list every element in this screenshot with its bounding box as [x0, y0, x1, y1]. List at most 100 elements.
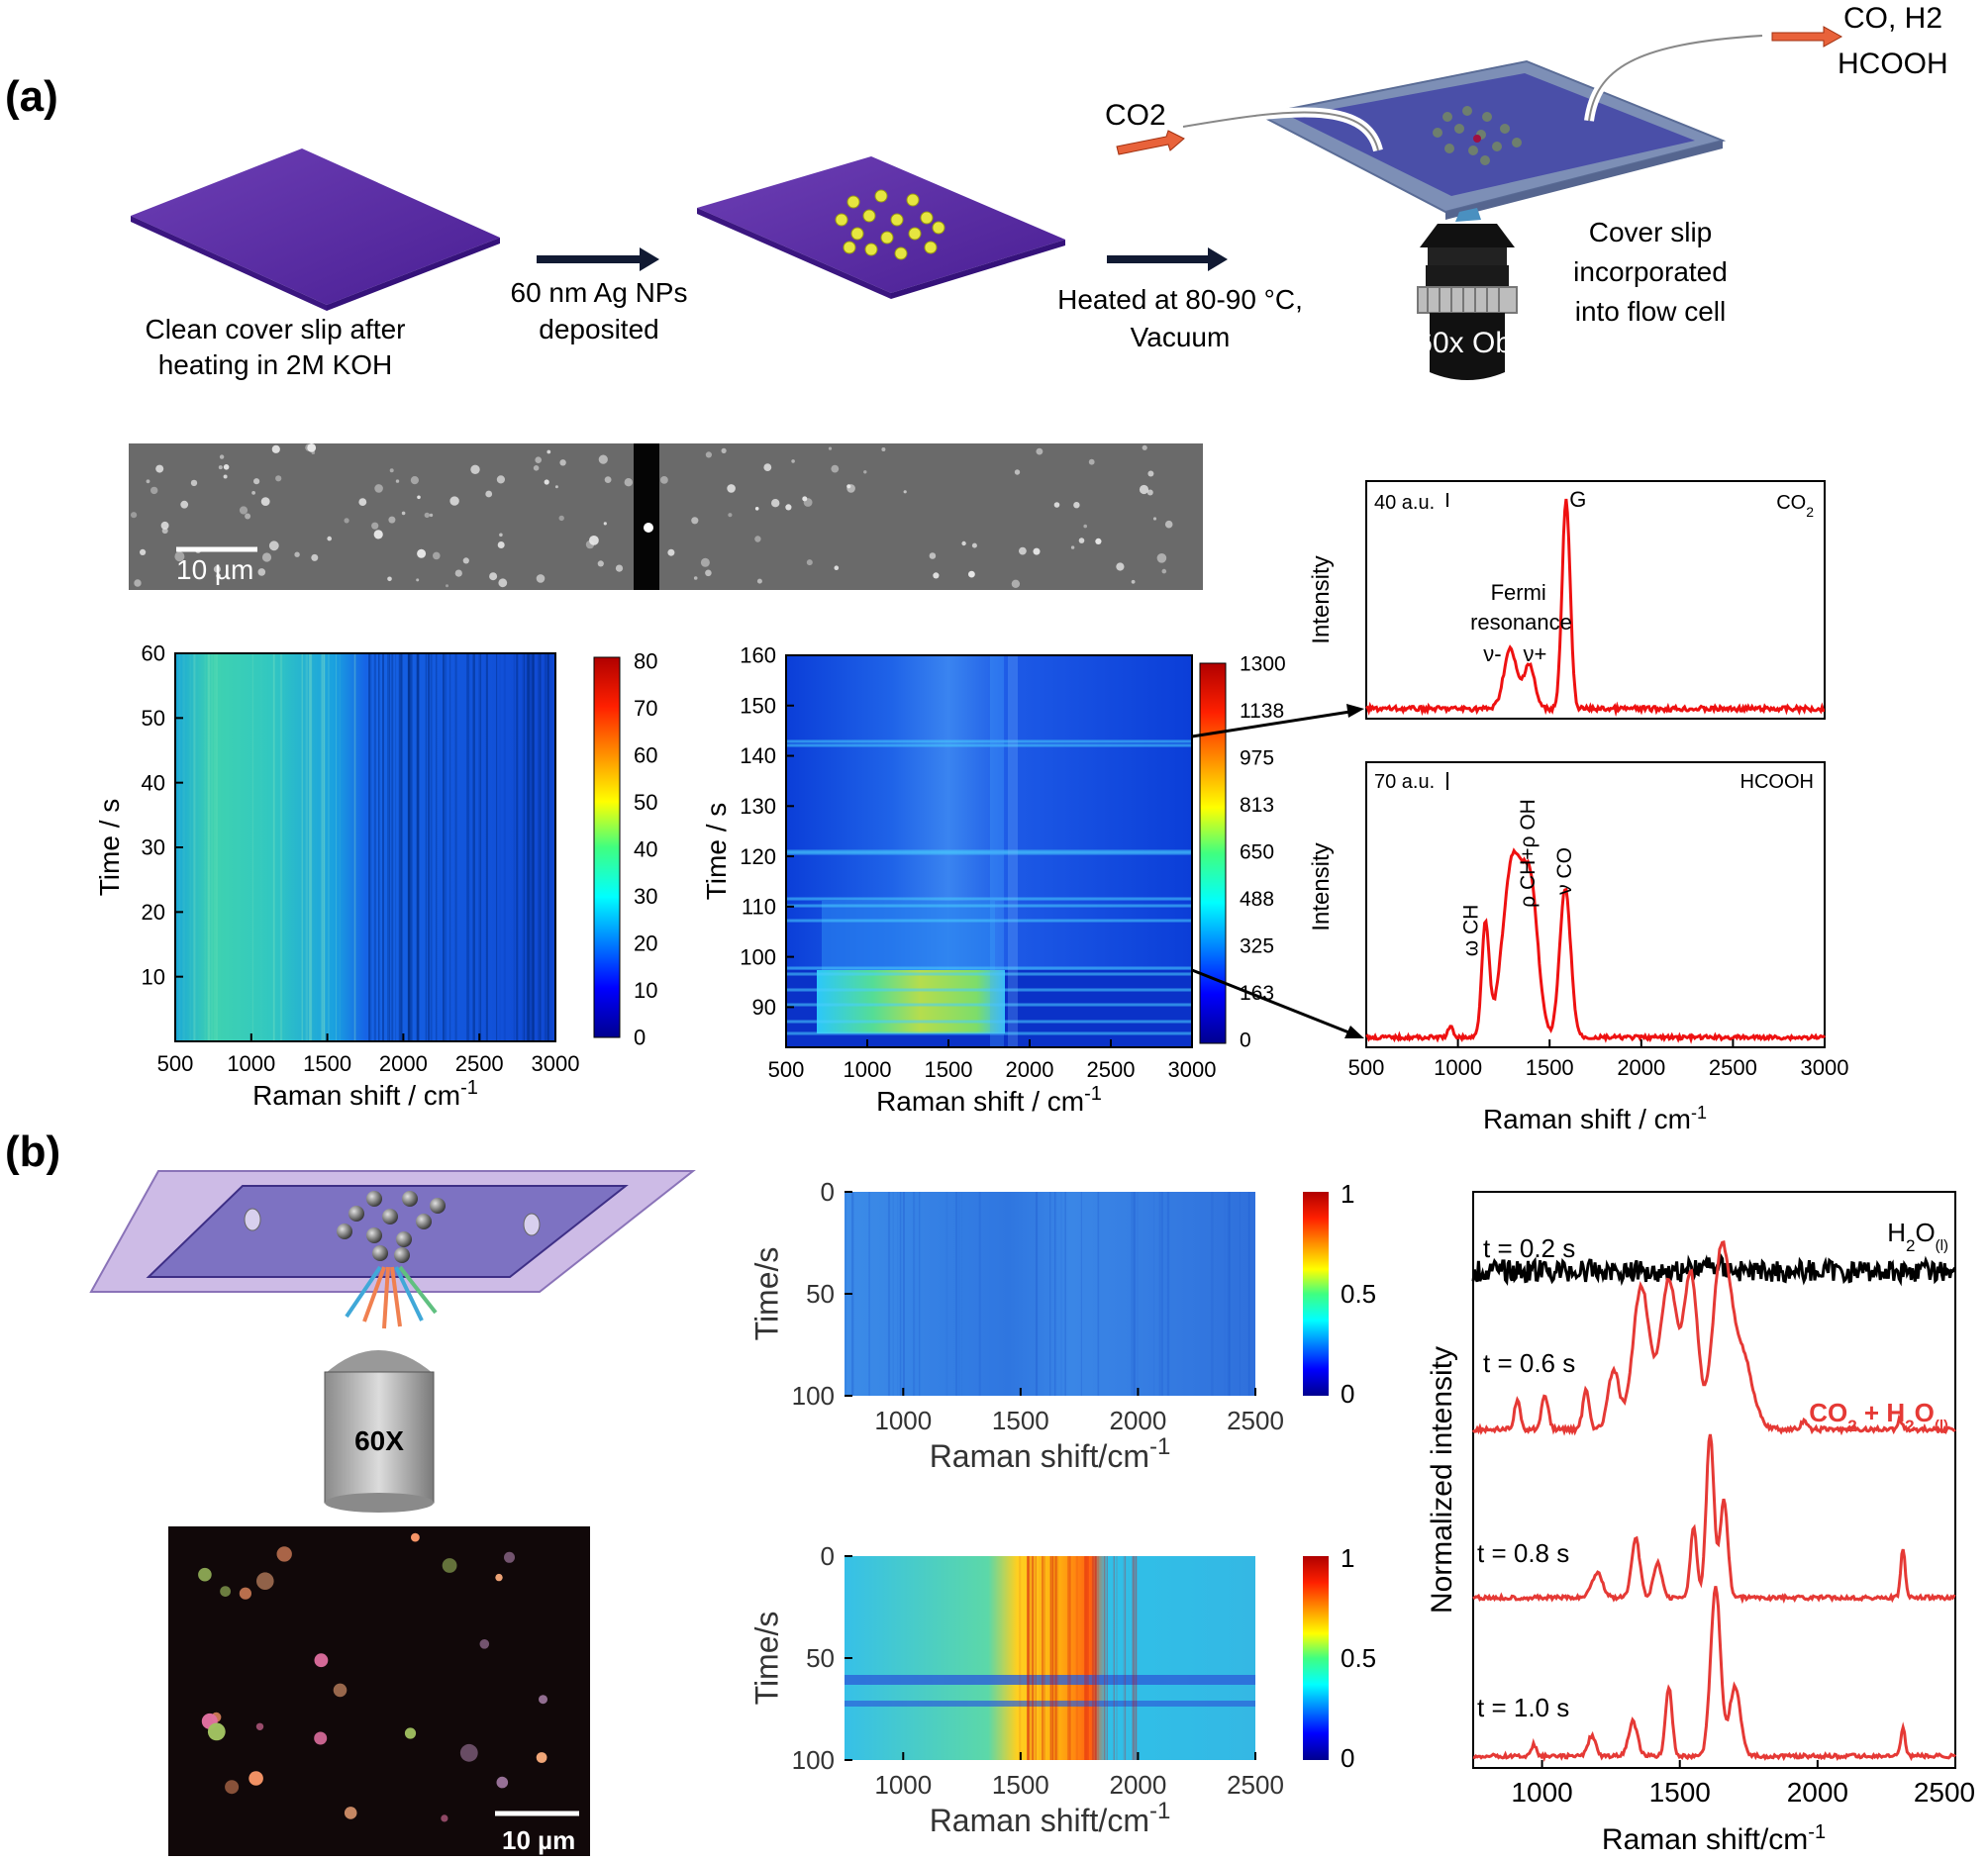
- nanoparticle-dot: [251, 491, 255, 495]
- x-axis-label-exponent: -1: [460, 1077, 478, 1099]
- nanoparticle-dot: [131, 512, 138, 519]
- peak-label: ν-: [1483, 641, 1501, 666]
- colorbar-label: 50: [634, 790, 657, 815]
- nanoparticle-dot: [416, 578, 420, 582]
- x-tick-label: 1500: [303, 1051, 351, 1076]
- x-axis-label: Raman shift / cm-1: [876, 1083, 1102, 1117]
- series-tag-subscript: (l): [1935, 1418, 1948, 1434]
- panel-a-label: (a): [5, 72, 58, 121]
- x-tick-label: 1000: [874, 1770, 932, 1800]
- nanoparticle-dot: [846, 484, 855, 493]
- y-tick-label: 160: [740, 643, 776, 668]
- x-tick-label: 1000: [874, 1406, 932, 1435]
- arrow-2: [1107, 247, 1228, 271]
- nanoparticle-dot: [155, 464, 164, 473]
- svg-text:incorporated: incorporated: [1573, 256, 1728, 287]
- co2-inlet-label: CO2: [1105, 99, 1166, 132]
- heatmap-b2: [845, 1556, 1255, 1760]
- product-outlet-arrow: [1771, 26, 1843, 48]
- nanoparticle-dot: [727, 484, 736, 493]
- series-label: t = 0.8 s: [1477, 1538, 1569, 1568]
- nanoparticle-dot: [604, 476, 612, 483]
- colorbar-label: 1: [1341, 1179, 1354, 1209]
- nanoparticle-dot: [344, 518, 349, 524]
- peak-label: ρ CH+ρ OH: [1517, 799, 1540, 908]
- series-tag-subscript: 2: [1847, 1417, 1856, 1435]
- x-tick-label: 2500: [455, 1051, 504, 1076]
- y-tick-label: 40: [142, 770, 165, 795]
- x-tick-label: 1000: [227, 1051, 275, 1076]
- colorbar-label: 70: [634, 696, 657, 721]
- colorbar-label: 1138: [1240, 700, 1284, 723]
- product-labels: CO, H2 HCOOH: [1838, 2, 1948, 80]
- y-tick-label: 100: [792, 1381, 835, 1411]
- x-axis-label-exponent: -1: [1691, 1103, 1707, 1123]
- nanoparticle-dot: [558, 515, 564, 522]
- particle-spot: [496, 1776, 509, 1789]
- spectrum-tag: HCOOH: [1740, 771, 1814, 793]
- particle-spot: [333, 1683, 348, 1698]
- nanoparticle-dot: [559, 459, 566, 466]
- nanoparticle-dot: [785, 504, 792, 511]
- y-tick-label: 50: [806, 1279, 835, 1309]
- nanoparticle-dot: [245, 513, 251, 520]
- x-tick-label: 3000: [532, 1051, 580, 1076]
- nanoparticle-dot: [693, 576, 698, 580]
- nanoparticle-dot: [705, 569, 712, 577]
- nanoparticle-dot: [496, 475, 505, 484]
- colorbar-label: 975: [1240, 746, 1274, 769]
- spectrum-co2: [1365, 480, 1826, 720]
- x-tick-label: 1500: [992, 1770, 1049, 1800]
- nanoparticle-dot: [754, 536, 761, 542]
- objective-60x-b: [324, 1350, 435, 1513]
- x-axis-label: Raman shift / cm-1: [1483, 1103, 1707, 1134]
- nanoparticle-dot: [533, 465, 540, 471]
- nanoparticle-dot: [1131, 579, 1136, 584]
- peak-label: ω CH: [1459, 905, 1482, 957]
- nanoparticle-dot: [597, 560, 604, 567]
- peak-label: ν CO: [1553, 847, 1576, 895]
- y-tick-label: 100: [740, 944, 776, 969]
- nanoparticle-dot: [261, 552, 272, 562]
- x-tick-label: 3000: [1168, 1057, 1217, 1082]
- spectrum-hcooh-labels: 70 a.u. HCOOH ω CH ρ CH+ρ OH ν CO 500 1000 1500…: [1308, 771, 1848, 1134]
- particle-spot: [441, 1814, 448, 1822]
- nanoparticle-dot: [754, 507, 759, 511]
- y-tick-label: 130: [740, 794, 776, 819]
- particle-spot: [459, 1743, 478, 1762]
- particle-spot: [198, 1567, 212, 1582]
- colorbar-a1: 0 10 20 30 40 50 60 70 80: [593, 649, 657, 1050]
- heatmap-texture: [1008, 655, 1018, 1047]
- particle-spot: [239, 1587, 251, 1600]
- colorbar-label: 0: [1341, 1743, 1354, 1773]
- y-tick-label: 90: [752, 995, 776, 1020]
- x-tick-label: 3000: [1801, 1055, 1849, 1080]
- nanoparticle-dot: [554, 485, 558, 489]
- objective-label: 60x Obj: [1416, 327, 1518, 359]
- nanoparticle-dot: [294, 551, 300, 557]
- nanoparticle-dot: [1142, 444, 1147, 450]
- y-tick-label: 30: [142, 835, 165, 860]
- spectrum-hcooh: [1365, 761, 1827, 1048]
- y-tick-label: 110: [742, 895, 776, 920]
- colorbar-label: 0.5: [1341, 1643, 1376, 1673]
- nanoparticle-dot: [470, 464, 480, 474]
- nanoparticle-dot: [831, 464, 840, 473]
- particle-spot: [248, 1771, 263, 1786]
- particle-spot: [314, 1653, 329, 1668]
- nanoparticle-dot: [1078, 538, 1085, 543]
- nanoparticle-dot: [449, 496, 459, 506]
- nanoparticle-dot: [721, 447, 727, 453]
- y-tick-label: 150: [740, 693, 776, 718]
- svg-text:60 nm Ag NPs: 60 nm Ag NPs: [511, 277, 688, 308]
- nanoparticle-dot: [535, 456, 542, 464]
- nanoparticle-dot: [388, 516, 396, 524]
- particle-spot: [404, 1727, 417, 1739]
- nanoparticle-dot: [373, 530, 383, 539]
- x-axis-label: Raman shift/cm-1: [930, 1433, 1171, 1475]
- nanoparticle-dot: [1139, 484, 1149, 495]
- nanoparticle-dot: [771, 499, 780, 508]
- x-axis-label-exponent: -1: [1149, 1798, 1170, 1824]
- series-tag-part: O: [1915, 1218, 1935, 1247]
